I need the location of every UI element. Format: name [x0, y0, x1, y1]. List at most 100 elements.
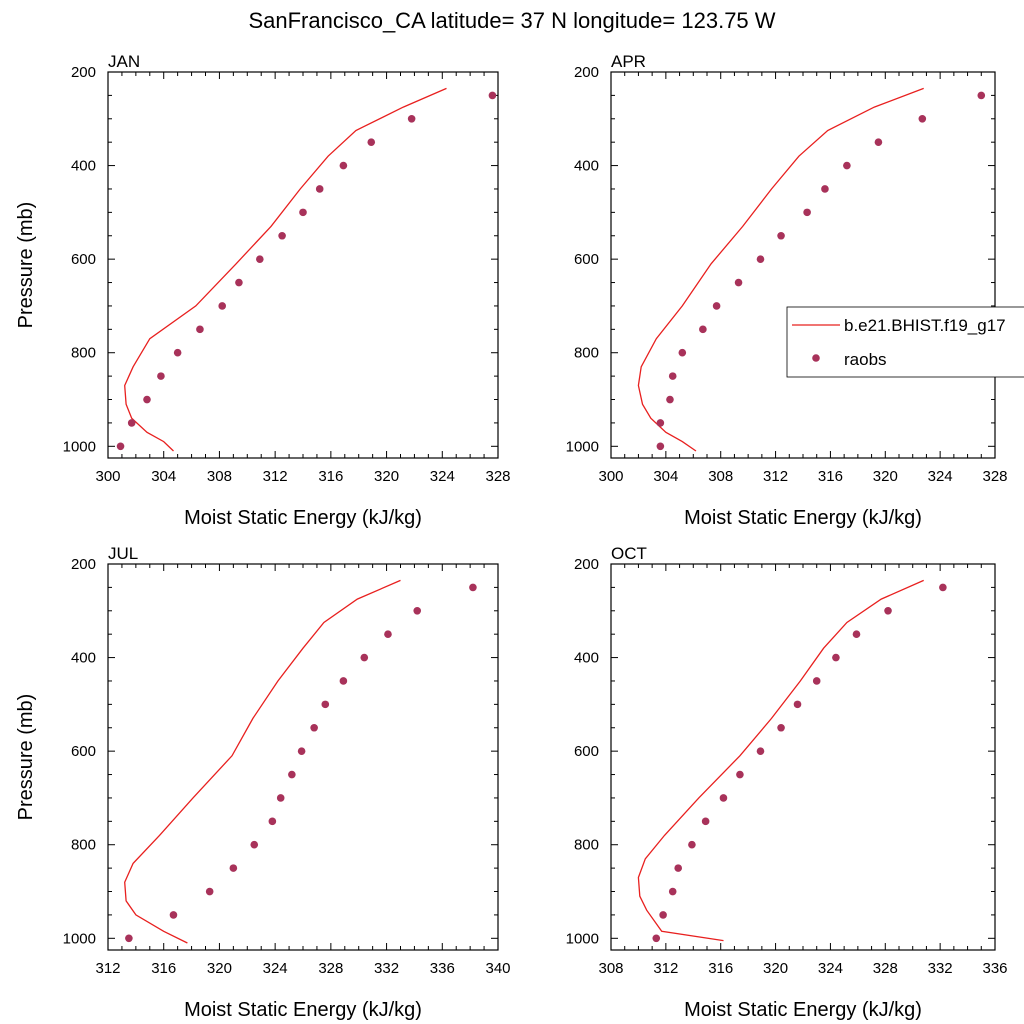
data-point-raobs: [268, 817, 277, 826]
legend-obs-swatch: [812, 354, 820, 362]
data-point-raobs: [360, 653, 369, 662]
plot-frame: [610, 563, 996, 951]
data-point-raobs: [852, 630, 861, 638]
data-point-raobs: [367, 138, 376, 146]
series-line-model: [124, 579, 401, 944]
y-tick-label: 600: [574, 743, 599, 760]
data-point-raobs: [173, 348, 182, 357]
y-axis-label: Pressure (mb): [15, 202, 37, 329]
data-point-raobs: [339, 677, 348, 685]
x-tick-label: 328: [485, 468, 510, 485]
data-point-raobs: [777, 231, 785, 240]
x-tick-label: 308: [598, 960, 623, 977]
data-point-raobs: [278, 231, 286, 240]
x-tick-label: 324: [928, 468, 953, 485]
legend: b.e21.BHIST.f19_g17 raobs: [786, 306, 1024, 378]
data-point-raobs: [678, 348, 687, 357]
data-point-raobs: [256, 255, 264, 263]
data-point-raobs: [832, 653, 840, 662]
y-tick-label: 200: [71, 64, 96, 81]
x-tick-label: 316: [708, 960, 733, 977]
data-point-raobs: [803, 208, 811, 217]
panel-oct: OCT 308 312 316 320 324 328 332 336 200 400 600 800 1…: [566, 544, 1008, 1021]
x-tick-label: 320: [873, 468, 898, 485]
y-tick-label: 600: [574, 251, 599, 268]
y-tick-label: 800: [574, 837, 599, 854]
legend-obs-label: raobs: [844, 350, 887, 369]
data-point-raobs: [874, 138, 883, 146]
x-tick-label: 320: [374, 468, 399, 485]
x-tick-label: 320: [207, 960, 232, 977]
data-point-raobs: [977, 91, 986, 100]
panels: JAN 300 304 308 312 316 320 324 328 200 400 600 800 1…: [15, 52, 1008, 1021]
data-point-raobs: [413, 606, 422, 615]
data-point-raobs: [127, 419, 136, 427]
data-point-raobs: [712, 302, 721, 310]
x-tick-label: 300: [95, 468, 120, 485]
data-point-raobs: [229, 864, 238, 872]
data-point-raobs: [668, 372, 677, 380]
data-point-raobs: [821, 185, 829, 193]
y-tick-label: 1000: [63, 438, 96, 455]
data-point-raobs: [276, 794, 285, 802]
y-tick-label: 1000: [566, 930, 599, 947]
data-point-raobs: [297, 747, 306, 755]
data-point-raobs: [205, 887, 214, 896]
panel-label: OCT: [611, 544, 647, 563]
data-point-raobs: [918, 114, 927, 123]
data-point-raobs: [756, 747, 765, 755]
x-tick-label: 332: [374, 960, 399, 977]
y-axis-label: Pressure (mb): [15, 694, 37, 821]
data-point-raobs: [939, 583, 947, 592]
x-tick-label: 340: [485, 960, 510, 977]
x-tick-label: 308: [207, 468, 232, 485]
panel-jul: JUL 312 316 320 324 328 332 336 340 200 400 600 800 1…: [15, 544, 511, 1021]
y-tick-label: 800: [71, 345, 96, 362]
x-tick-label: 336: [430, 960, 455, 977]
x-tick-label: 312: [763, 468, 788, 485]
x-tick-label: 328: [318, 960, 343, 977]
x-axis-label: Moist Static Energy (kJ/kg): [684, 507, 922, 529]
data-point-raobs: [196, 325, 204, 334]
data-point-raobs: [656, 442, 665, 451]
y-tick-label: 800: [574, 345, 599, 362]
data-point-raobs: [812, 677, 821, 685]
y-tick-label: 200: [574, 556, 599, 573]
x-tick-label: 312: [95, 960, 120, 977]
data-point-raobs: [321, 700, 330, 709]
data-point-raobs: [218, 302, 227, 310]
data-point-raobs: [719, 794, 728, 802]
y-tick-label: 800: [71, 837, 96, 854]
y-tick-label: 1000: [566, 438, 599, 455]
x-tick-label: 316: [318, 468, 343, 485]
x-tick-label: 332: [928, 960, 953, 977]
data-point-raobs: [659, 911, 667, 919]
data-point-raobs: [777, 723, 785, 732]
panel-jan: JAN 300 304 308 312 316 320 324 328 200 400 600 800 1…: [15, 52, 511, 529]
data-point-raobs: [407, 114, 416, 123]
data-point-raobs: [250, 840, 259, 849]
y-tick-label: 400: [574, 158, 599, 175]
x-axis-label: Moist Static Energy (kJ/kg): [184, 999, 422, 1021]
panel-label: JUL: [108, 544, 138, 563]
data-point-raobs: [288, 770, 296, 779]
y-tick-label: 200: [574, 64, 599, 81]
data-point-raobs: [310, 723, 318, 732]
x-tick-label: 308: [708, 468, 733, 485]
legend-model-label: b.e21.BHIST.f19_g17: [844, 316, 1006, 335]
x-tick-label: 336: [982, 960, 1007, 977]
y-tick-label: 200: [71, 556, 96, 573]
data-point-raobs: [756, 255, 765, 263]
y-tick-label: 400: [71, 158, 96, 175]
y-tick-label: 400: [574, 650, 599, 667]
data-point-raobs: [143, 395, 151, 404]
legend-box: [786, 306, 1024, 378]
x-tick-label: 324: [430, 468, 455, 485]
data-point-raobs: [656, 419, 665, 427]
series-line-model: [637, 579, 924, 942]
data-point-raobs: [315, 185, 324, 193]
data-point-raobs: [701, 817, 710, 826]
y-tick-label: 600: [71, 251, 96, 268]
series-line-model: [124, 87, 447, 452]
data-point-raobs: [157, 372, 165, 380]
